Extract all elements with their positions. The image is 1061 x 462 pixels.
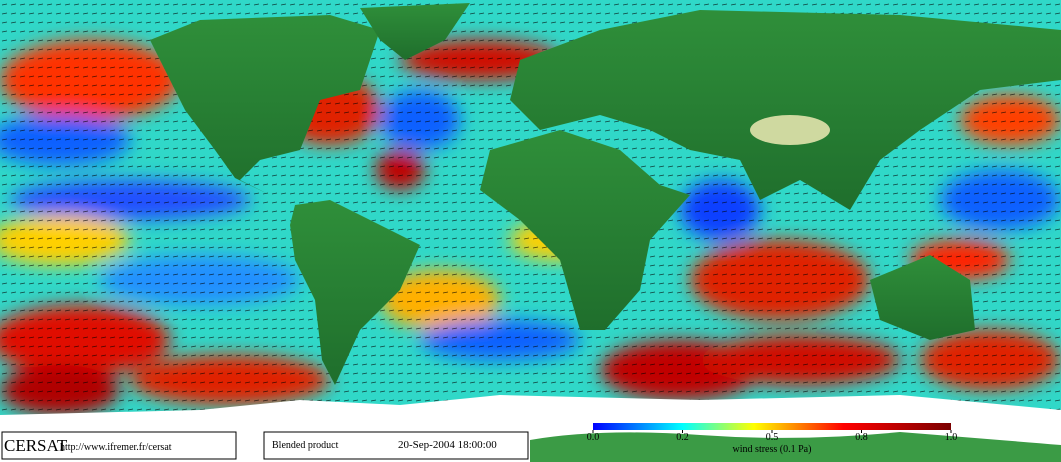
colorbar xyxy=(593,423,951,430)
australia xyxy=(870,255,975,340)
africa xyxy=(480,130,690,330)
url: http://www.ifremer.fr/cersat xyxy=(60,442,172,453)
colorbar-tick-label: 0.8 xyxy=(855,432,868,443)
colorbar-tick-label: 0.0 xyxy=(587,432,600,443)
plateau xyxy=(750,115,830,145)
product: Blended product xyxy=(272,440,339,451)
greenland xyxy=(360,3,470,60)
landmasses xyxy=(150,3,1061,385)
product-box xyxy=(263,431,529,460)
colorbar-tick-label: 0.2 xyxy=(676,432,689,443)
eurasia xyxy=(510,10,1061,210)
footer: CERSAT http://www.ifremer.fr/cersat Blen… xyxy=(1,423,958,460)
south-america xyxy=(290,200,420,385)
colorbar-ticks: 0.0 0.2 0.5 0.8 1.0 xyxy=(587,430,958,443)
colorbar-tick-label: 0.5 xyxy=(766,432,779,443)
colorbar-label: wind stress (0.1 Pa) xyxy=(733,444,812,455)
north-america xyxy=(150,15,380,200)
timestamp: 20-Sep-2004 18:00:00 xyxy=(398,439,497,451)
logo: CERSAT xyxy=(4,436,68,455)
logo-box xyxy=(1,431,237,460)
colorbar-tick-label: 1.0 xyxy=(945,432,958,443)
antarctic-land xyxy=(530,432,1061,462)
